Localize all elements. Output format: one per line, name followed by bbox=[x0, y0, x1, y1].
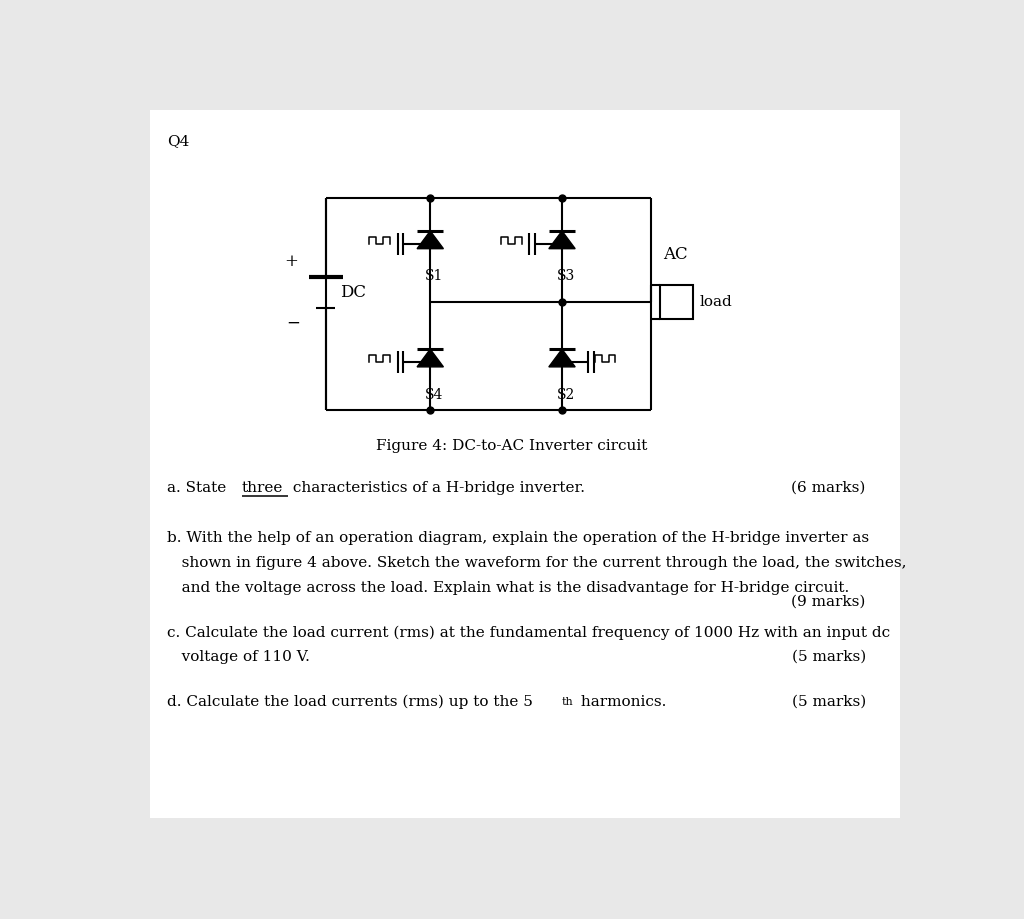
Text: S4: S4 bbox=[425, 388, 443, 402]
Text: +: + bbox=[284, 253, 298, 269]
Text: Figure 4: DC-to-AC Inverter circuit: Figure 4: DC-to-AC Inverter circuit bbox=[376, 439, 647, 453]
Text: (5 marks): (5 marks) bbox=[792, 695, 866, 709]
Text: Q4: Q4 bbox=[167, 134, 189, 148]
Text: S3: S3 bbox=[557, 269, 575, 283]
Text: three: three bbox=[242, 481, 284, 494]
Text: shown in figure 4 above. Sketch the waveform for the current through the load, t: shown in figure 4 above. Sketch the wave… bbox=[167, 556, 906, 570]
Text: d. Calculate the load currents (rms) up to the 5: d. Calculate the load currents (rms) up … bbox=[167, 695, 532, 709]
Text: (6 marks): (6 marks) bbox=[792, 481, 866, 494]
Text: a. State: a. State bbox=[167, 481, 230, 494]
Text: b. With the help of an operation diagram, explain the operation of the H-bridge : b. With the help of an operation diagram… bbox=[167, 531, 869, 546]
Polygon shape bbox=[417, 349, 443, 367]
Text: (9 marks): (9 marks) bbox=[792, 595, 866, 608]
Text: S1: S1 bbox=[425, 269, 443, 283]
Text: c. Calculate the load current (rms) at the fundamental frequency of 1000 Hz with: c. Calculate the load current (rms) at t… bbox=[167, 626, 890, 640]
Text: th: th bbox=[562, 697, 573, 707]
Text: load: load bbox=[699, 295, 732, 310]
Text: and the voltage across the load. Explain what is the disadvantage for H-bridge c: and the voltage across the load. Explain… bbox=[167, 581, 849, 595]
Text: characteristics of a H-bridge inverter.: characteristics of a H-bridge inverter. bbox=[289, 481, 586, 494]
Polygon shape bbox=[417, 231, 443, 249]
Text: harmonics.: harmonics. bbox=[575, 695, 667, 709]
Polygon shape bbox=[549, 349, 575, 367]
Polygon shape bbox=[549, 231, 575, 249]
Bar bbox=[660, 286, 693, 319]
Text: voltage of 110 V.: voltage of 110 V. bbox=[167, 650, 309, 664]
Text: AC: AC bbox=[663, 246, 687, 263]
Text: S2: S2 bbox=[557, 388, 575, 402]
Text: −: − bbox=[286, 314, 300, 332]
Text: DC: DC bbox=[340, 284, 366, 301]
Text: (5 marks): (5 marks) bbox=[792, 650, 866, 664]
